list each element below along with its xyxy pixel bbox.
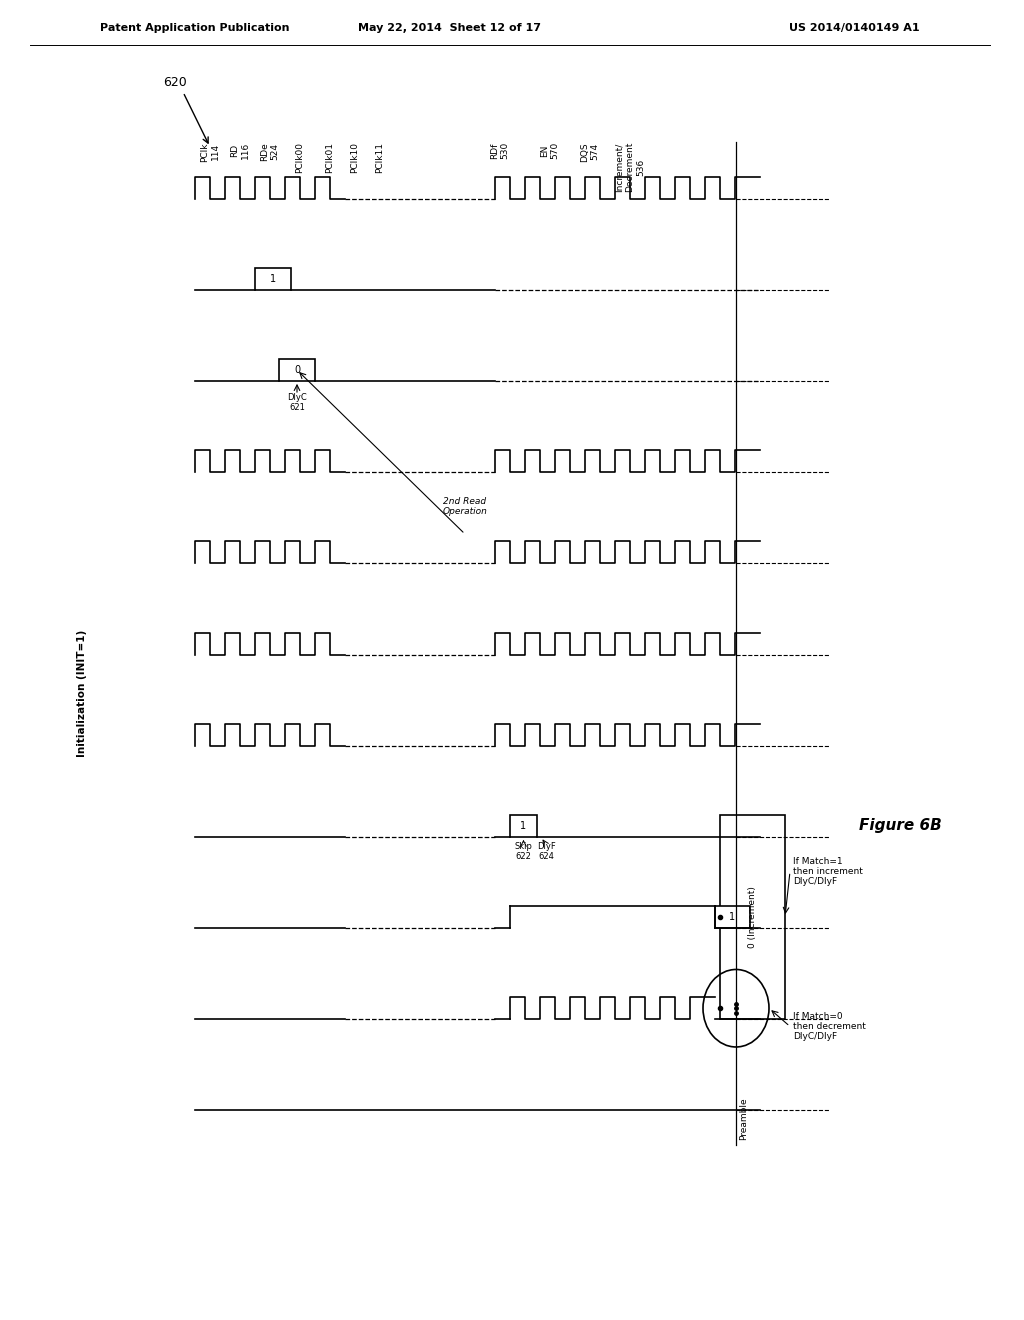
- Text: RDf
530: RDf 530: [490, 143, 510, 160]
- Text: RD
116: RD 116: [230, 143, 250, 160]
- Text: If Match=1
then increment
DlyC/DlyF: If Match=1 then increment DlyC/DlyF: [793, 857, 863, 886]
- Text: Preamble: Preamble: [739, 1097, 748, 1140]
- Text: Skip
622: Skip 622: [515, 842, 532, 861]
- Text: PClk00: PClk00: [296, 143, 304, 173]
- Text: DlyC
621: DlyC 621: [287, 393, 307, 412]
- Text: EN
570: EN 570: [541, 143, 560, 160]
- Text: US 2014/0140149 A1: US 2014/0140149 A1: [790, 22, 920, 33]
- Text: PClk
114: PClk 114: [201, 143, 220, 161]
- Text: Increment/
Decrement
536: Increment/ Decrement 536: [615, 143, 645, 193]
- Text: Initialization (INIT=1): Initialization (INIT=1): [77, 630, 87, 758]
- Text: DlyF
624: DlyF 624: [537, 842, 555, 861]
- Text: If Match=0
then decrement
DlyC/DlyF: If Match=0 then decrement DlyC/DlyF: [793, 1011, 866, 1041]
- Text: PClk10: PClk10: [350, 143, 359, 173]
- Text: Patent Application Publication: Patent Application Publication: [100, 22, 290, 33]
- Text: Figure 6B: Figure 6B: [859, 818, 941, 833]
- Text: RDe
524: RDe 524: [260, 143, 280, 161]
- Text: 1: 1: [729, 912, 735, 923]
- Bar: [720, 814, 785, 1019]
- Text: PClk01: PClk01: [326, 143, 335, 173]
- Bar: [510, 814, 537, 837]
- Text: 1: 1: [520, 821, 526, 830]
- Bar: [255, 268, 291, 290]
- Bar: [715, 906, 750, 928]
- Text: PClk11: PClk11: [376, 143, 384, 173]
- Bar: [279, 359, 315, 381]
- Text: 0: 0: [294, 364, 300, 375]
- Text: 2nd Read
Operation: 2nd Read Operation: [442, 498, 487, 516]
- Text: DQS
574: DQS 574: [581, 143, 600, 161]
- Text: 1: 1: [270, 273, 276, 284]
- Text: May 22, 2014  Sheet 12 of 17: May 22, 2014 Sheet 12 of 17: [358, 22, 542, 33]
- Text: 620: 620: [163, 75, 186, 88]
- Text: 0 (Increment): 0 (Increment): [748, 886, 757, 948]
